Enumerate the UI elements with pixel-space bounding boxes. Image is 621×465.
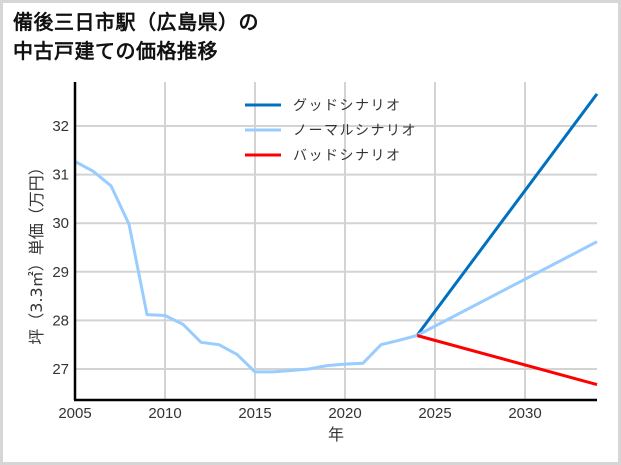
gridlines [75,82,597,400]
axes [73,82,597,402]
legend-label: ノーマルシナリオ [293,123,417,139]
x-tick-labels: 2005 2010 2015 2020 2025 2030 [58,405,541,422]
y-tick-label: 30 [52,215,69,232]
y-tick-label: 31 [52,167,69,184]
x-tick-label: 2005 [58,405,91,422]
x-tick-label: 2020 [328,405,361,422]
y-tick-label: 28 [52,312,69,329]
x-tick-label: 2025 [418,405,451,422]
data-series [74,93,599,387]
chart-title: 備後三日市駅（広島県）の 中古戸建ての価格推移 [13,10,259,63]
y-axis-label: 坪（3.3㎡）単価（万円） [27,159,46,344]
series-line [415,93,599,337]
series-line [416,334,598,387]
x-axis-label: 年 [328,425,344,444]
series-line [74,160,418,374]
legend-label: グッドシナリオ [293,98,402,114]
x-tick-label: 2030 [508,405,541,422]
y-tick-labels: 27 28 29 30 31 32 [52,118,69,378]
series-line [416,240,598,337]
y-tick-label: 27 [52,361,69,378]
x-tick-label: 2010 [148,405,181,422]
x-tick-label: 2015 [238,405,271,422]
y-tick-label: 29 [52,264,69,281]
y-tick-label: 32 [52,118,69,135]
legend-label: バッドシナリオ [293,148,402,164]
